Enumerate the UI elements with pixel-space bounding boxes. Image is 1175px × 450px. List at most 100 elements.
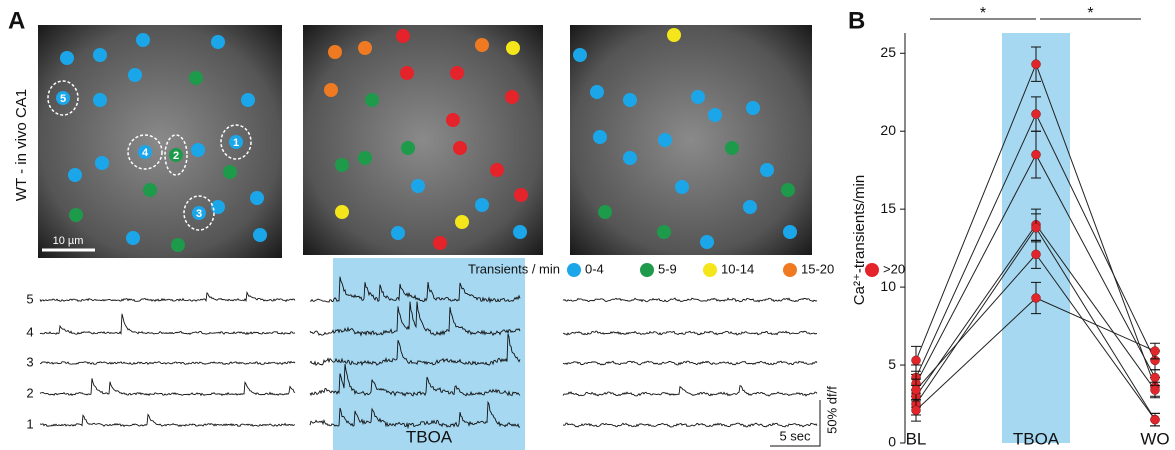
cell-marker — [783, 225, 797, 239]
marker — [1032, 294, 1041, 303]
marker — [1151, 415, 1160, 424]
cell-marker — [191, 143, 205, 157]
cell-marker — [335, 158, 349, 172]
cell-label: 3 — [196, 208, 202, 220]
cell-marker — [725, 141, 739, 155]
cell-marker — [93, 93, 107, 107]
cell-marker — [691, 90, 705, 104]
cell-marker — [514, 188, 528, 202]
cell-marker — [223, 165, 237, 179]
cell-marker — [358, 41, 372, 55]
cell-marker — [513, 225, 527, 239]
cell-marker — [93, 48, 107, 62]
cell-marker — [475, 38, 489, 52]
legend-swatch — [640, 263, 654, 277]
legend-title: Transients / min — [468, 261, 560, 276]
cell-marker — [700, 235, 714, 249]
marker — [1032, 223, 1041, 232]
cell-marker — [253, 228, 267, 242]
trace-label: 2 — [26, 385, 33, 400]
marker — [1151, 385, 1160, 394]
cell-marker — [781, 183, 795, 197]
image-baseline — [38, 25, 282, 258]
trace-label: 4 — [26, 324, 33, 339]
trace — [563, 423, 817, 427]
cell-marker — [95, 156, 109, 170]
marker — [1151, 373, 1160, 382]
trace-label: 3 — [26, 354, 33, 369]
cell-marker — [573, 48, 587, 62]
legend-swatch — [783, 263, 797, 277]
cell-marker — [250, 191, 264, 205]
panel-label: B — [848, 7, 865, 34]
cell-marker — [358, 151, 372, 165]
trace — [563, 361, 817, 365]
cell-marker — [450, 66, 464, 80]
cell-marker — [433, 236, 447, 250]
cell-marker — [411, 179, 425, 193]
cell-marker — [60, 51, 74, 65]
trace-label: 1 — [26, 416, 33, 431]
trace — [563, 331, 817, 335]
trace — [40, 415, 295, 427]
cell-marker — [475, 198, 489, 212]
x-tick-label: BL — [906, 429, 927, 448]
trace — [563, 298, 817, 302]
panel-label: A — [8, 7, 25, 34]
cell-marker — [675, 180, 689, 194]
marker — [1032, 60, 1041, 69]
marker — [1032, 110, 1041, 119]
cell-marker — [211, 200, 225, 214]
cell-marker — [241, 93, 255, 107]
x-tick-label: TBOA — [1013, 429, 1060, 448]
side-label: WT - in vivo CA1 — [13, 89, 30, 201]
marker — [912, 356, 921, 365]
cell-marker — [593, 130, 607, 144]
marker — [1032, 150, 1041, 159]
cell-marker — [400, 66, 414, 80]
cell-marker — [401, 141, 415, 155]
y-axis-label: Ca²⁺-transients/min — [851, 175, 868, 305]
y-tick-label: 10 — [880, 278, 896, 294]
cell-marker — [68, 168, 82, 182]
x-tick-label: WO — [1140, 429, 1169, 448]
amplitude-scale: 50% df/f — [824, 386, 839, 434]
legend-label: >20 — [883, 261, 905, 276]
time-scale: 5 sec — [779, 428, 811, 443]
cell-marker — [743, 200, 757, 214]
scale-bar-label: 10 µm — [53, 235, 84, 247]
trace — [40, 293, 295, 302]
cell-marker — [667, 28, 681, 42]
cell-marker — [126, 231, 140, 245]
cell-marker — [365, 93, 379, 107]
marker — [912, 406, 921, 415]
cell-marker — [69, 208, 83, 222]
cell-marker — [505, 90, 519, 104]
cell-marker — [623, 93, 637, 107]
cell-marker — [189, 71, 203, 85]
cell-marker — [396, 29, 410, 43]
cell-marker — [391, 226, 405, 240]
significance-label: * — [980, 5, 986, 22]
marker — [1151, 347, 1160, 356]
y-tick-label: 0 — [888, 434, 896, 450]
cell-label: 5 — [60, 93, 66, 105]
cell-marker — [490, 163, 504, 177]
trace — [40, 362, 295, 365]
cell-marker — [171, 238, 185, 252]
legend-swatch — [703, 263, 717, 277]
y-tick-label: 5 — [888, 356, 896, 372]
cell-marker — [746, 101, 760, 115]
cell-marker — [143, 183, 157, 197]
trace-label: 5 — [26, 291, 33, 306]
cell-marker — [760, 163, 774, 177]
legend-label: 15-20 — [801, 261, 834, 276]
legend-label: 10-14 — [721, 261, 754, 276]
cell-label: 2 — [173, 150, 179, 162]
trace — [563, 386, 817, 396]
marker — [1032, 250, 1041, 259]
significance-label: * — [1087, 5, 1093, 22]
legend-label: 5-9 — [658, 261, 677, 276]
cell-marker — [623, 151, 637, 165]
figure: A B WT - in vivo CA1 10 µm 5 4 2 1 3 TBOA Tran… — [0, 0, 1175, 450]
